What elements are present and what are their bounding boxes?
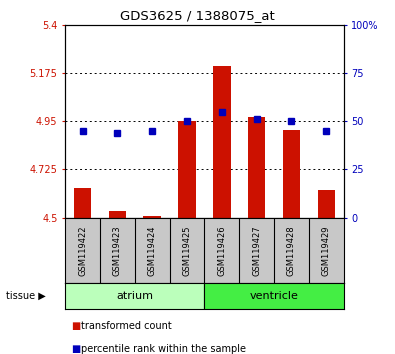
Text: GSM119427: GSM119427 [252,225,261,276]
Text: ventricle: ventricle [250,291,299,301]
Text: GSM119423: GSM119423 [113,225,122,276]
Text: ■: ■ [71,321,80,331]
Text: transformed count: transformed count [81,321,172,331]
Text: tissue ▶: tissue ▶ [6,291,46,301]
Text: ■: ■ [71,344,80,354]
Bar [213,65,231,218]
Bar [283,130,300,218]
Bar [248,117,265,218]
Text: percentile rank within the sample: percentile rank within the sample [81,344,246,354]
Text: GSM119422: GSM119422 [78,225,87,276]
Bar [318,190,335,218]
Text: GSM119424: GSM119424 [148,225,157,276]
Text: atrium: atrium [116,291,153,301]
Text: GSM119428: GSM119428 [287,225,296,276]
Bar [109,211,126,218]
Text: GDS3625 / 1388075_at: GDS3625 / 1388075_at [120,9,275,22]
Text: GSM119426: GSM119426 [217,225,226,276]
Bar [178,121,196,218]
Text: GSM119429: GSM119429 [322,225,331,276]
Bar [143,216,161,218]
Bar [74,188,91,218]
Text: GSM119425: GSM119425 [182,225,192,276]
